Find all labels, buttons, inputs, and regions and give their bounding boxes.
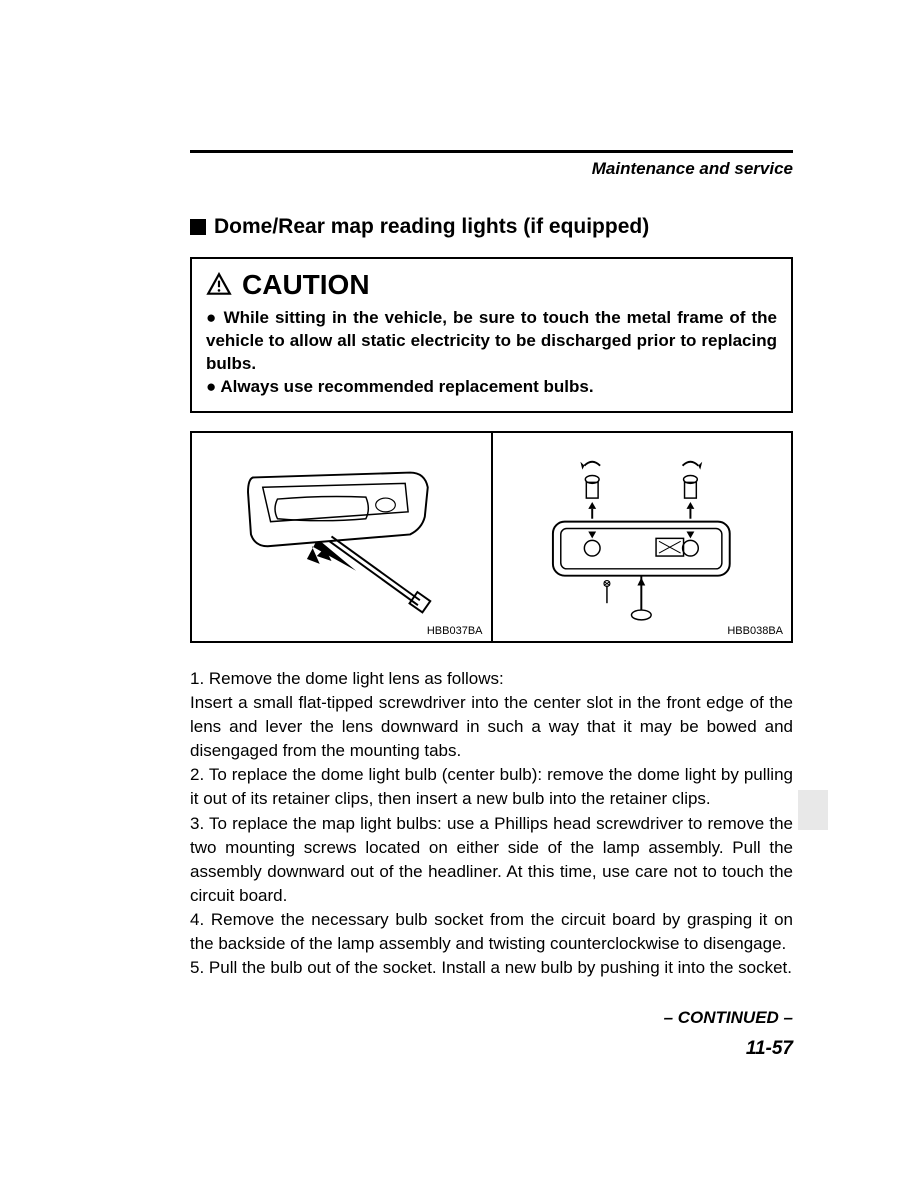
step-1-body: Insert a small flat-tipped screwdriver i… [190,691,793,763]
section-title-text: Dome/Rear map reading lights (if equippe… [214,215,649,239]
caution-bullet-2: ● Always use recommended replacement bul… [206,376,777,399]
section-bullet-icon [190,219,206,235]
caution-bullet-1: ● While sitting in the vehicle, be sure … [206,307,777,376]
caution-header: CAUTION [206,269,777,301]
figure-label-right: HBB038BA [727,625,783,637]
caution-list: ● While sitting in the vehicle, be sure … [206,307,777,399]
figure-label-left: HBB037BA [427,625,483,637]
figure-panel-left: HBB037BA [192,433,491,641]
step-5: 5. Pull the bulb out of the socket. Inst… [190,956,793,980]
caution-title: CAUTION [242,269,370,301]
side-tab [798,790,828,830]
figure-panel-right: HBB038BA [493,433,792,641]
header-divider [190,150,793,153]
bulb-assembly-illustration [507,448,776,625]
step-4: 4. Remove the necessary bulb socket from… [190,908,793,956]
caution-box: CAUTION ● While sitting in the vehicle, … [190,257,793,413]
dome-light-lens-illustration [207,448,476,625]
page-number: 11-57 [190,1038,793,1060]
body-text: 1. Remove the dome light lens as follows… [190,667,793,981]
section-title: Dome/Rear map reading lights (if equippe… [190,215,793,239]
figure-container: HBB037BA [190,431,793,643]
continued-label: – CONTINUED – [190,1008,793,1028]
step-2: 2. To replace the dome light bulb (cente… [190,763,793,811]
warning-triangle-icon [206,272,232,298]
step-3: 3. To replace the map light bulbs: use a… [190,812,793,909]
header-section-label: Maintenance and service [190,159,793,179]
step-1-intro: 1. Remove the dome light lens as follows… [190,667,793,691]
